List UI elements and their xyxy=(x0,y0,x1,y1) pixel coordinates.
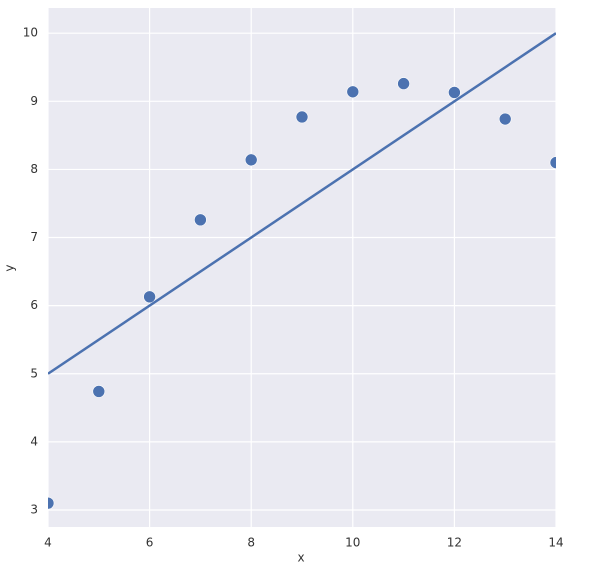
x-tick-label: 14 xyxy=(548,536,563,550)
y-tick-label: 7 xyxy=(30,230,38,244)
point xyxy=(92,385,106,398)
x-tick-label: 10 xyxy=(345,536,360,550)
point xyxy=(397,77,410,90)
y-tick-label: 6 xyxy=(30,298,38,312)
point xyxy=(295,110,309,124)
y-tick-label: 3 xyxy=(30,502,38,516)
point xyxy=(346,85,360,99)
x-axis-label: x xyxy=(297,551,304,565)
y-tick-label: 4 xyxy=(30,434,38,448)
fit-line xyxy=(48,32,556,375)
y-tick-label: 9 xyxy=(30,94,38,108)
x-tick-label: 4 xyxy=(44,536,52,550)
x-tick-label: 8 xyxy=(247,536,255,550)
point xyxy=(194,213,207,227)
x-tick-label: 6 xyxy=(146,536,154,550)
x-tick-label: 12 xyxy=(447,536,462,550)
plot-area xyxy=(48,8,556,527)
point xyxy=(143,290,156,304)
point xyxy=(549,156,556,169)
y-axis-label: y xyxy=(3,264,17,271)
point xyxy=(498,112,512,126)
y-tick-label: 8 xyxy=(30,162,38,176)
point xyxy=(48,496,55,510)
point xyxy=(448,86,461,99)
y-tick-label: 5 xyxy=(30,366,38,380)
point xyxy=(244,153,258,167)
y-tick-label: 10 xyxy=(23,26,38,40)
